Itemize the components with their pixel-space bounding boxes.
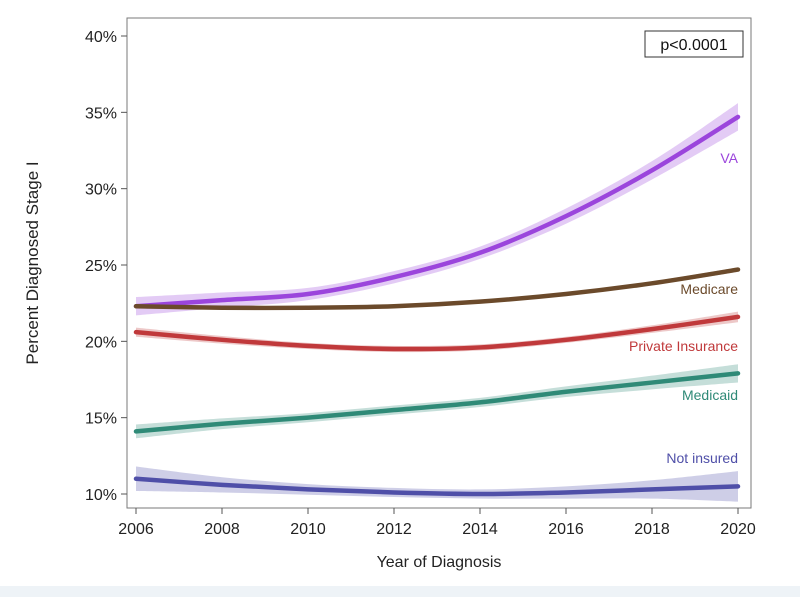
x-tick-label: 2008: [204, 521, 240, 538]
x-tick-label: 2014: [462, 521, 498, 538]
y-tick-label: 30%: [85, 182, 117, 199]
y-axis-ticks: 10% 15% 20% 25% 30% 35% 40%: [85, 29, 127, 504]
y-tick-label: 40%: [85, 29, 117, 46]
series-label: Private Insurance: [629, 338, 738, 354]
y-tick-label: 35%: [85, 105, 117, 122]
x-tick-label: 2018: [634, 521, 670, 538]
y-tick-label: 25%: [85, 258, 117, 275]
y-tick-label: 15%: [85, 411, 117, 428]
series-line: [133, 314, 741, 352]
x-axis-ticks: 2006 2008 2010 2012 2014 2016 2018 2020: [118, 508, 756, 538]
y-tick-label: 10%: [85, 487, 117, 504]
series-line: [133, 267, 741, 311]
x-tick-label: 2006: [118, 521, 154, 538]
series-line: [133, 114, 741, 309]
y-axis-title: Percent Diagnosed Stage I: [23, 161, 42, 364]
series-lines: [133, 114, 741, 497]
series-label: Medicare: [680, 281, 738, 297]
plot-frame: [126, 17, 752, 509]
series-labels: VA Medicare Private Insurance Medicaid Not i…: [629, 150, 739, 466]
x-tick-label: 2020: [720, 521, 756, 538]
pvalue-annotation: p<0.0001: [644, 30, 744, 58]
series-label: Medicaid: [682, 387, 738, 403]
series-line: [133, 476, 741, 497]
series-label: VA: [720, 150, 738, 166]
series-line: [133, 371, 741, 434]
bottom-band: [0, 586, 800, 597]
pvalue-box: [644, 30, 744, 58]
pvalue-text: p<0.0001: [660, 37, 727, 54]
series-label: Not insured: [666, 450, 738, 466]
y-tick-label: 20%: [85, 334, 117, 351]
confidence-band: [136, 311, 738, 353]
x-tick-label: 2012: [376, 521, 412, 538]
confidence-band: [136, 103, 738, 316]
x-tick-label: 2016: [548, 521, 584, 538]
x-tick-label: 2010: [290, 521, 326, 538]
x-axis-title: Year of Diagnosis: [377, 554, 502, 571]
